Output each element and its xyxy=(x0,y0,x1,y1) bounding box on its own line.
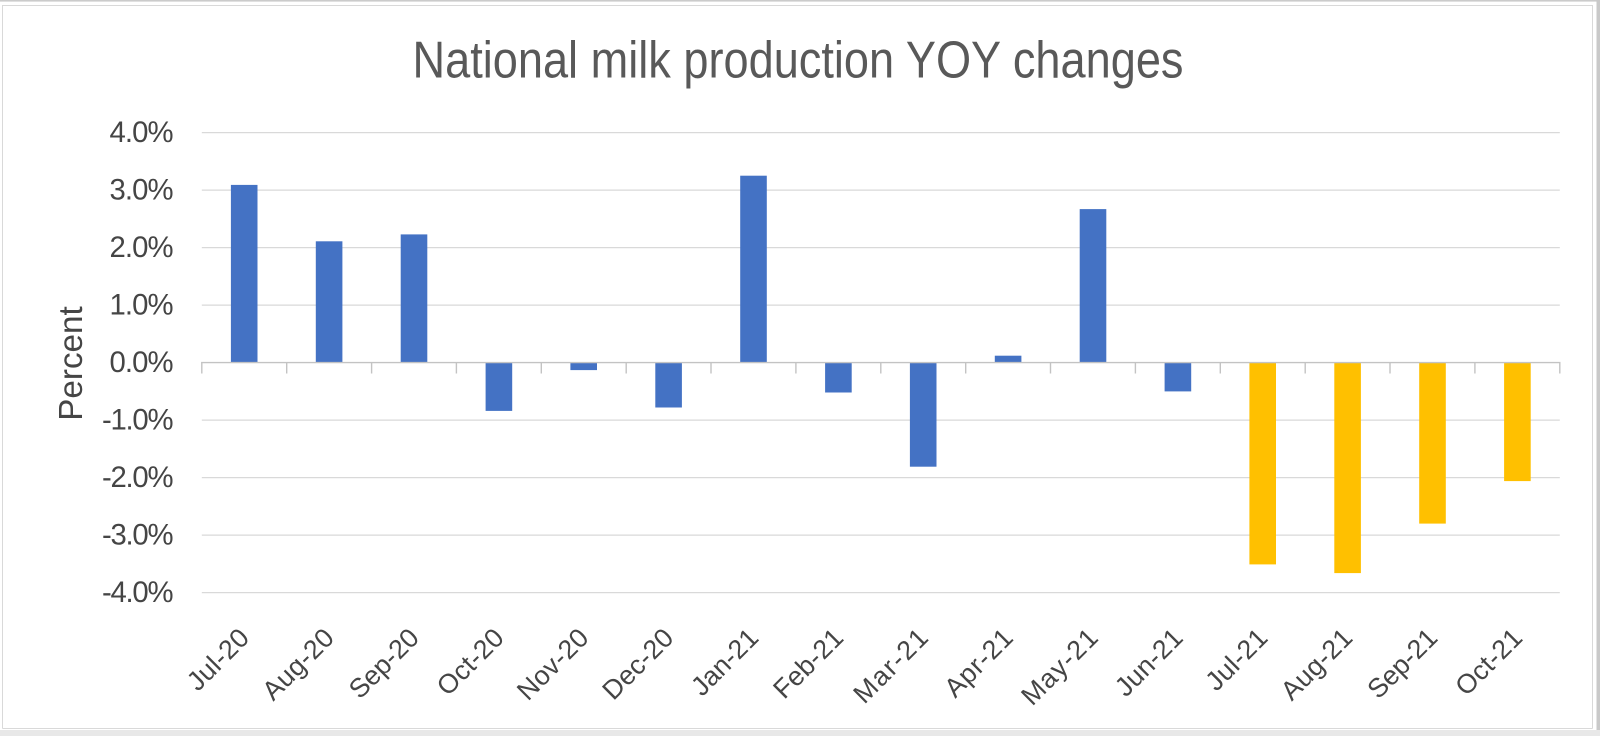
svg-text:-1.0%: -1.0% xyxy=(102,404,174,437)
svg-text:-4.0%: -4.0% xyxy=(102,576,174,609)
svg-text:1.0%: 1.0% xyxy=(110,289,174,322)
svg-text:4.0%: 4.0% xyxy=(110,116,174,149)
svg-text:Percent: Percent xyxy=(53,306,90,421)
svg-text:-2.0%: -2.0% xyxy=(102,461,174,494)
svg-text:2.0%: 2.0% xyxy=(110,231,174,264)
svg-text:National milk production YOY c: National milk production YOY changes xyxy=(413,32,1184,90)
svg-text:-3.0%: -3.0% xyxy=(102,519,174,552)
svg-text:0.0%: 0.0% xyxy=(110,346,174,379)
svg-text:3.0%: 3.0% xyxy=(110,174,174,207)
